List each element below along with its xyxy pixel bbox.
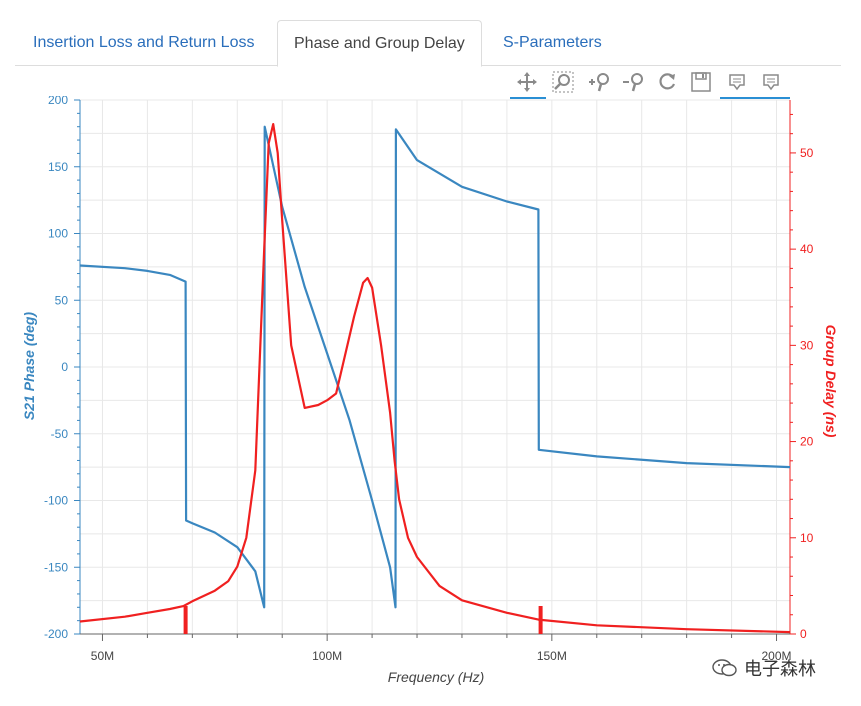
tab-phase-group-delay[interactable]: Phase and Group Delay (277, 20, 482, 67)
bottom-tick-label: 100M (312, 649, 342, 663)
phase-line (79, 125, 791, 609)
right-tick-label: 20 (800, 435, 814, 449)
bottom-axis: 50M 100M 150M 200M (80, 633, 792, 663)
left-tick-label: -200 (44, 627, 68, 641)
left-tick-label: -100 (44, 494, 68, 508)
zoom-in-icon[interactable] (585, 68, 613, 96)
reset-icon[interactable] (653, 68, 681, 96)
tab-insertion-loss[interactable]: Insertion Loss and Return Loss (33, 34, 255, 51)
left-tick-label: 200 (48, 96, 68, 107)
bottom-tick-label: 50M (91, 649, 114, 663)
left-tick-label: 100 (48, 227, 68, 241)
box-zoom-icon[interactable] (549, 68, 577, 96)
hover-icon-2[interactable] (757, 68, 785, 96)
group-delay-line (79, 123, 791, 634)
right-tick-label: 40 (800, 242, 814, 256)
right-tick-label: 30 (800, 338, 814, 352)
tab-bar: Insertion Loss and Return Loss Phase and… (15, 20, 841, 67)
series-layer (79, 123, 791, 634)
right-tick-label: 10 (800, 531, 814, 545)
bottom-tick-label: 200M (762, 649, 792, 663)
tab-s-parameters[interactable]: S-Parameters (503, 34, 602, 51)
marker-bar (183, 606, 188, 634)
x-axis-label: Frequency (Hz) (388, 669, 484, 685)
watermark: 电子森林 (712, 654, 816, 682)
left-tick-label: 0 (61, 360, 68, 374)
save-icon[interactable] (687, 68, 715, 96)
left-tick-label: 150 (48, 160, 68, 174)
plot-toolbar (505, 66, 795, 100)
right-tick-label: 0 (800, 627, 807, 641)
wechat-icon (712, 659, 737, 677)
bottom-tick-label: 150M (537, 649, 567, 663)
left-tick-label: -150 (44, 560, 68, 574)
active-tool-indicator (510, 97, 546, 99)
hover-icon[interactable] (723, 68, 751, 96)
zoom-out-icon[interactable] (619, 68, 647, 96)
watermark-text: 电子森林 (744, 659, 816, 679)
right-axis: 0 10 20 30 40 50 (789, 100, 814, 641)
y-axis-label-right: Group Delay (ns) (823, 325, 839, 438)
left-tick-label: -50 (51, 427, 69, 441)
grid (80, 99, 790, 635)
marker-bar (538, 606, 543, 634)
left-axis: 200 150 100 50 0 -50 -100 -150 -200 (44, 96, 81, 641)
active-tool-indicator-2 (720, 97, 790, 99)
right-tick-label: 50 (800, 146, 814, 160)
y-axis-label-left: S21 Phase (deg) (21, 312, 37, 420)
left-tick-label: 50 (55, 293, 69, 307)
pan-icon[interactable] (513, 68, 541, 96)
